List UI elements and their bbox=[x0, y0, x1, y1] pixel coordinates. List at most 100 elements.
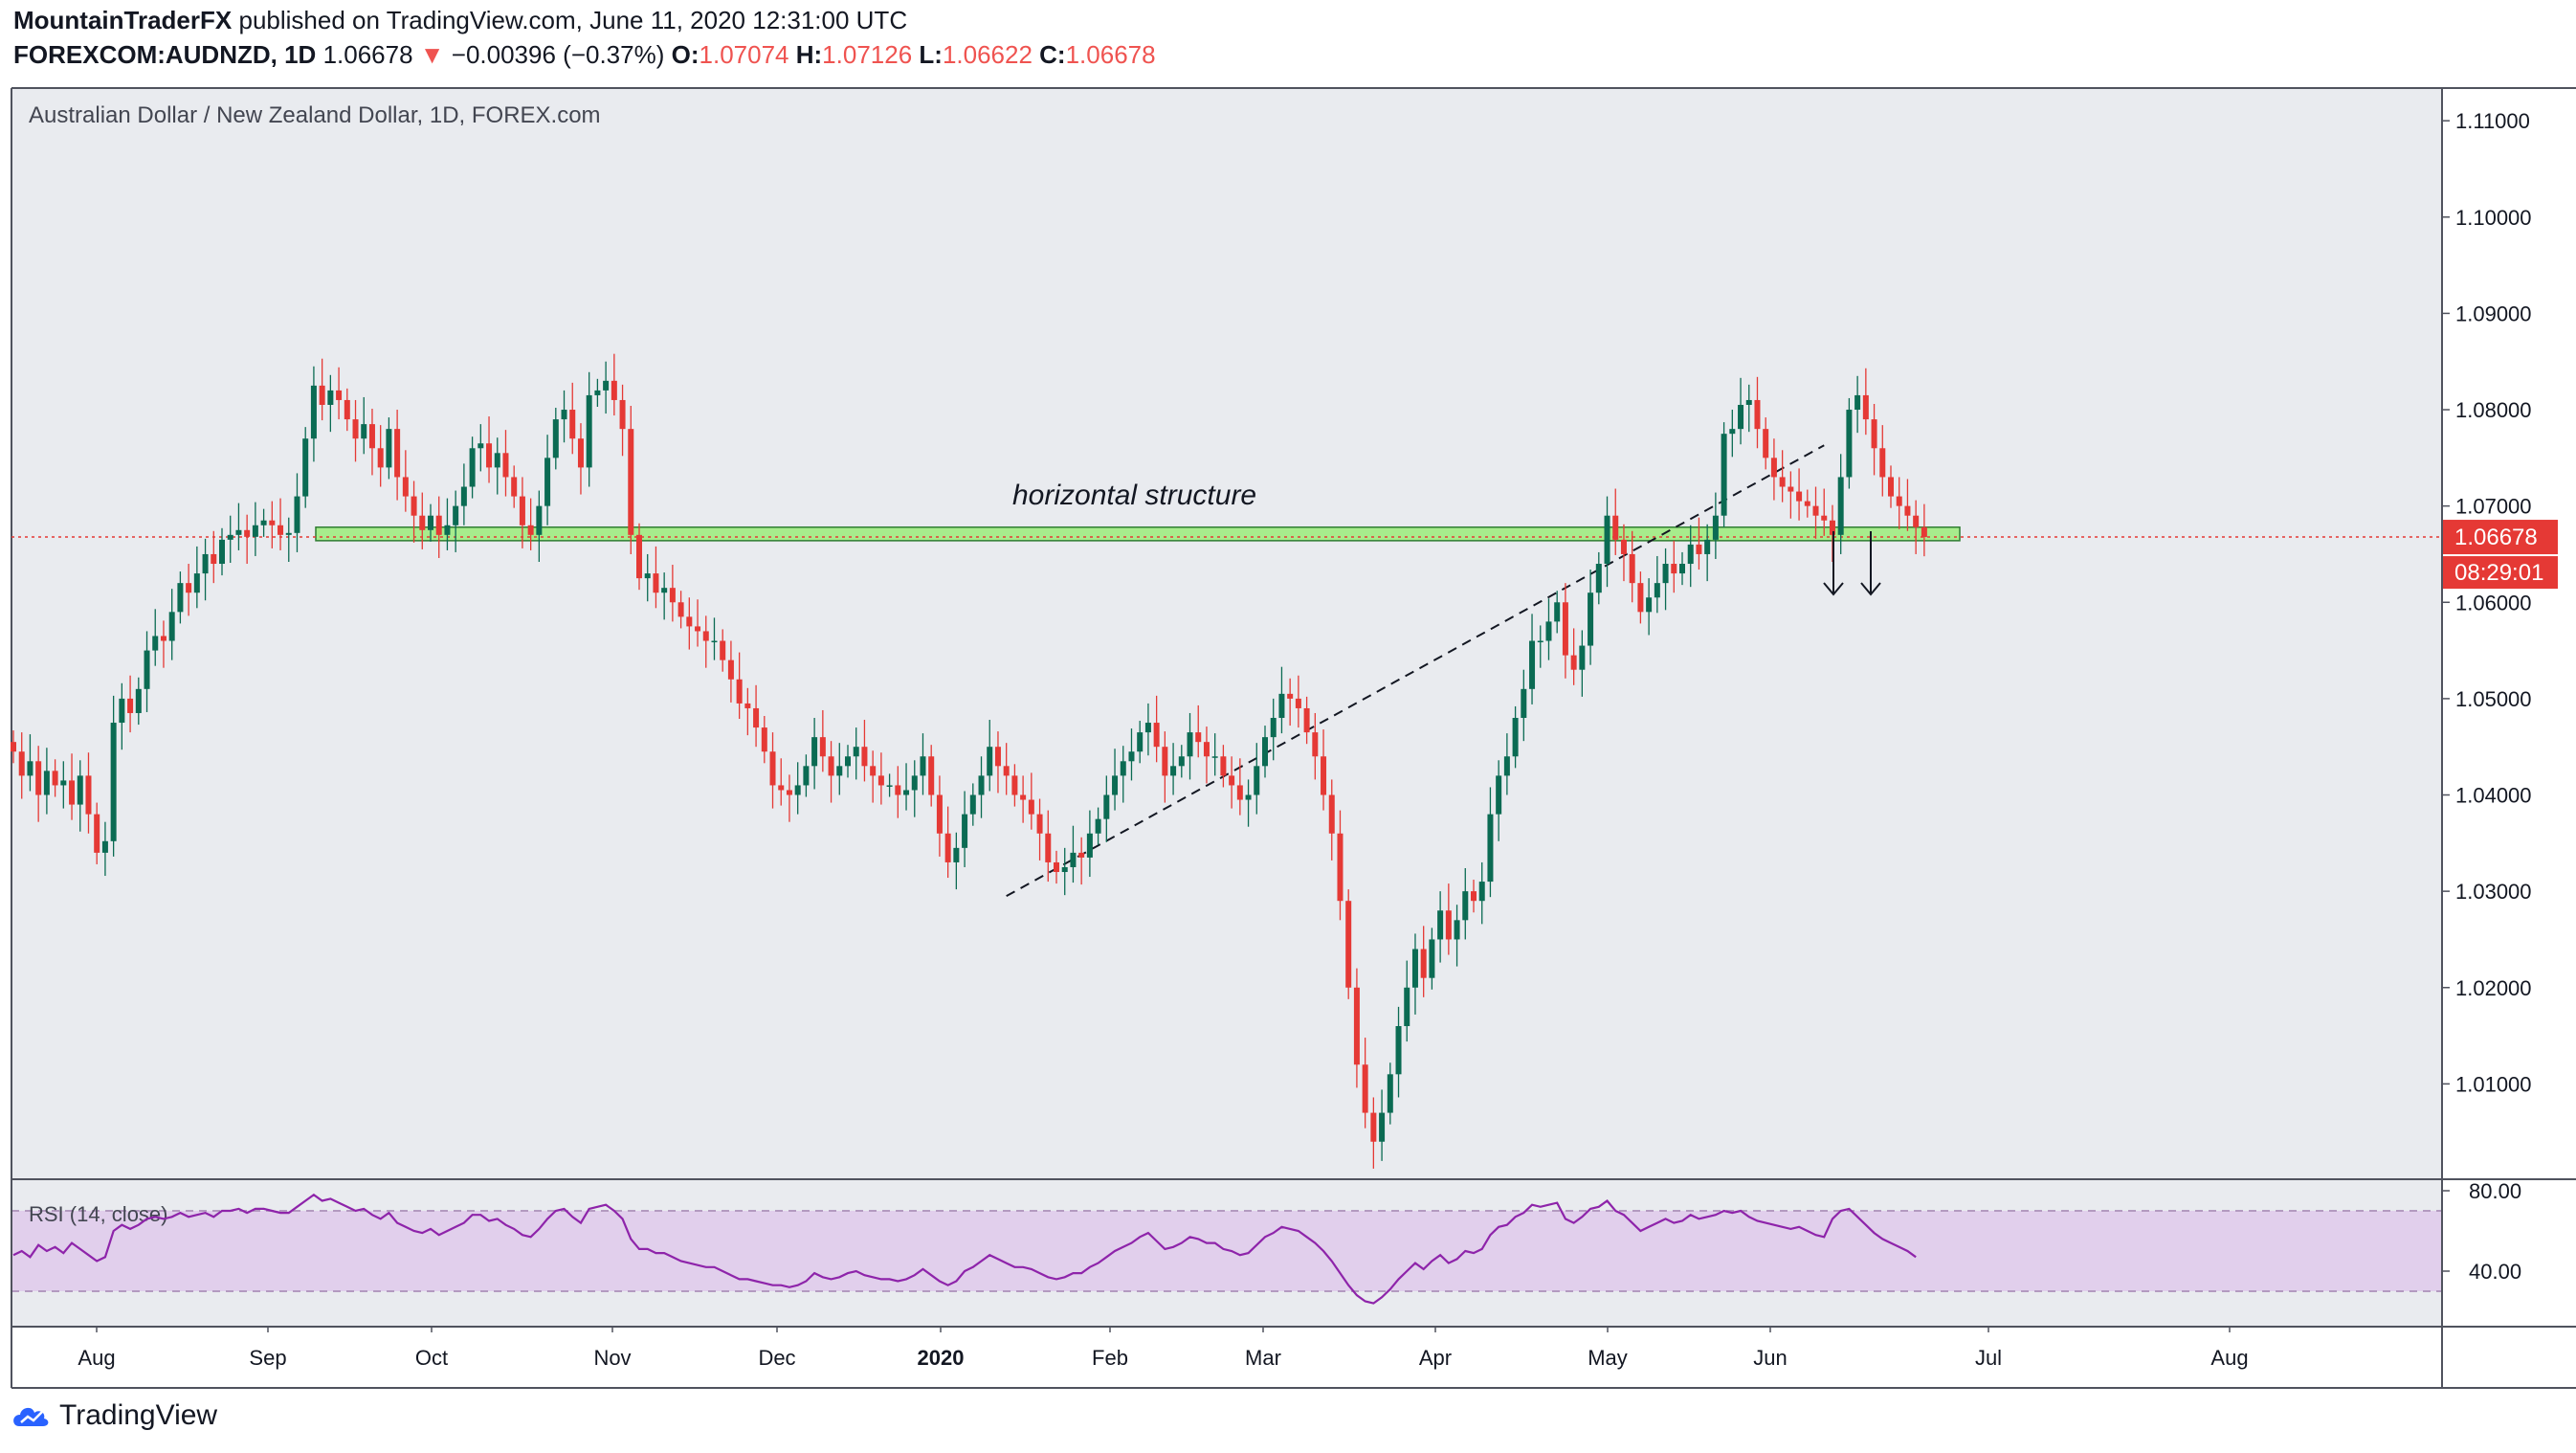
low-label: L: bbox=[919, 40, 943, 69]
candle-body bbox=[1854, 394, 1861, 411]
candle-body bbox=[211, 553, 217, 565]
candle-body bbox=[1696, 544, 1702, 554]
horizontal-structure-zone[interactable] bbox=[315, 526, 1961, 542]
annotation-label[interactable]: horizontal structure bbox=[1012, 480, 1256, 511]
candle-body bbox=[845, 756, 851, 767]
tradingview-logo[interactable]: TradingView bbox=[13, 1399, 217, 1432]
candle-body bbox=[969, 794, 976, 815]
close-label: C: bbox=[1039, 40, 1066, 69]
candle-body bbox=[435, 515, 442, 535]
main-pane[interactable] bbox=[11, 88, 2442, 1179]
candle-body bbox=[1245, 794, 1252, 800]
candle-body bbox=[1445, 910, 1452, 940]
candle-body bbox=[1721, 434, 1727, 516]
candle-body bbox=[761, 727, 767, 752]
candle-body bbox=[1353, 987, 1360, 1065]
candle-body bbox=[1471, 891, 1477, 902]
candle-body bbox=[419, 515, 426, 530]
price-tick-label: 1.03000 bbox=[2455, 880, 2532, 904]
candle-body bbox=[1687, 544, 1694, 565]
candle-body bbox=[428, 515, 433, 530]
candle-body bbox=[994, 747, 1001, 767]
candle-body bbox=[1328, 794, 1335, 834]
candle-body bbox=[1763, 429, 1769, 458]
symbol-line: FOREXCOM:AUDNZD, 1D 1.06678 ▼ −0.00396 (… bbox=[13, 40, 1156, 70]
candle-body bbox=[1404, 987, 1410, 1027]
candle-body bbox=[586, 394, 592, 468]
close-value: 1.06678 bbox=[1065, 40, 1156, 69]
candle-body bbox=[444, 525, 451, 535]
candle-body bbox=[411, 496, 417, 516]
price-change: −0.00396 (−0.37%) bbox=[451, 40, 665, 69]
candle-body bbox=[870, 766, 877, 776]
candle-body bbox=[1503, 756, 1510, 776]
high-value: 1.07126 bbox=[822, 40, 913, 69]
candle-body bbox=[1545, 621, 1552, 641]
candle-body bbox=[52, 771, 58, 786]
candle-body bbox=[43, 771, 50, 795]
author-name[interactable]: MountainTraderFX bbox=[13, 6, 233, 34]
down-arrow-icon[interactable] bbox=[1860, 531, 1881, 596]
candle-body bbox=[1362, 1064, 1368, 1113]
candle-body bbox=[686, 616, 693, 627]
candle-body bbox=[1061, 866, 1068, 873]
candle-body bbox=[695, 626, 701, 632]
dashed-trendline[interactable] bbox=[1006, 444, 1825, 898]
candle-body bbox=[536, 505, 543, 535]
candle-body bbox=[1321, 756, 1327, 795]
candle-body bbox=[1195, 732, 1202, 743]
candle-body bbox=[1913, 515, 1920, 527]
candle-body bbox=[911, 775, 918, 791]
candle-body bbox=[1262, 737, 1268, 767]
candle-body bbox=[477, 443, 484, 449]
time-tick-label: Dec bbox=[758, 1346, 795, 1370]
price-axis[interactable]: 1.11000 1.10000 1.09000 1.08000 1.07000 1.060… bbox=[2442, 109, 2532, 1096]
last-price-label: 1.06678 bbox=[2454, 525, 2538, 550]
rsi-axis: 80.00 40.00 bbox=[2442, 1179, 2521, 1284]
candle-body bbox=[302, 438, 309, 497]
candle-body bbox=[27, 761, 33, 776]
candle-body bbox=[1496, 775, 1502, 815]
candle-body bbox=[1086, 833, 1093, 858]
candle-body bbox=[453, 505, 459, 525]
last-price: 1.06678 bbox=[322, 40, 413, 69]
candle-body bbox=[1487, 814, 1494, 883]
time-axis[interactable]: Aug Sep Oct Nov Dec 2020 Feb Mar Apr May Jun Jul Aug bbox=[78, 1327, 2249, 1370]
candle-body bbox=[1370, 1112, 1377, 1142]
candle-body bbox=[527, 525, 534, 535]
candle-body bbox=[644, 573, 651, 579]
candle-body bbox=[886, 785, 893, 787]
candle-body bbox=[1345, 901, 1352, 988]
candle-body bbox=[1303, 707, 1310, 733]
candle-body bbox=[611, 380, 617, 400]
candle-body bbox=[987, 747, 993, 776]
candle-body bbox=[794, 785, 801, 795]
price-tick-label: 1.04000 bbox=[2455, 784, 2532, 808]
candle-body bbox=[244, 529, 251, 537]
candle-body bbox=[819, 737, 826, 757]
candle-body bbox=[711, 640, 718, 643]
candle-body bbox=[1187, 732, 1193, 757]
candle-body bbox=[336, 390, 343, 400]
candle-body bbox=[1770, 458, 1777, 478]
candle-body bbox=[344, 399, 350, 420]
candle-body bbox=[1437, 910, 1444, 940]
candle-body bbox=[202, 553, 209, 574]
time-tick-label: Oct bbox=[415, 1346, 448, 1370]
candle-body bbox=[1862, 394, 1869, 420]
time-tick-label: Sep bbox=[249, 1346, 286, 1370]
candle-body bbox=[1562, 602, 1568, 656]
candle-body bbox=[193, 573, 200, 593]
candle-body bbox=[836, 766, 843, 776]
high-label: H: bbox=[795, 40, 823, 69]
candle-body bbox=[60, 780, 67, 786]
candle-body bbox=[77, 775, 83, 805]
candle-body bbox=[811, 737, 818, 767]
candle-body bbox=[1537, 640, 1543, 643]
time-tick-label: Jun bbox=[1753, 1346, 1787, 1370]
rsi-band bbox=[11, 1211, 2442, 1291]
open-value: 1.07074 bbox=[699, 40, 789, 69]
down-arrow-icon[interactable] bbox=[1823, 531, 1844, 596]
candle-body bbox=[1579, 645, 1586, 670]
